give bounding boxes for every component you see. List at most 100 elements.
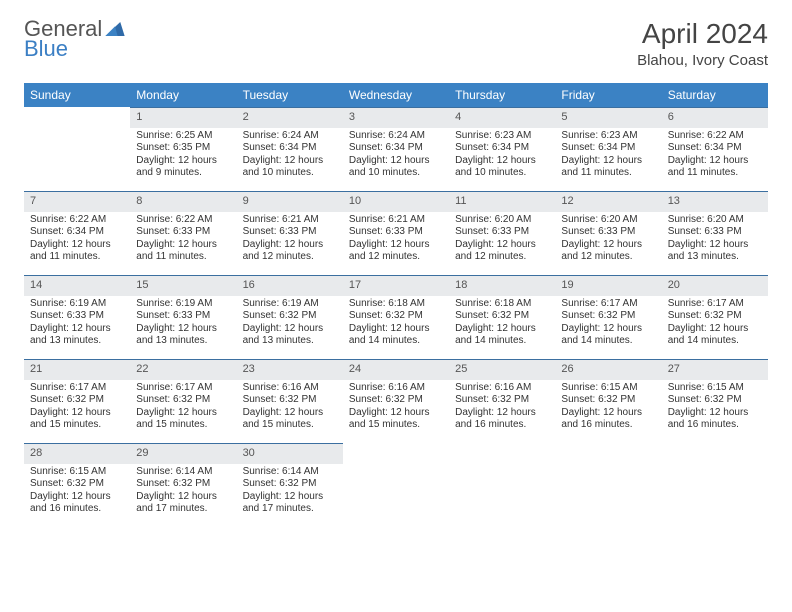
day-details: Sunrise: 6:22 AMSunset: 6:34 PMDaylight:… [24, 212, 130, 268]
calendar-day-cell: 29Sunrise: 6:14 AMSunset: 6:32 PMDayligh… [130, 443, 236, 527]
day-number: 14 [24, 275, 130, 296]
calendar-day-cell: 22Sunrise: 6:17 AMSunset: 6:32 PMDayligh… [130, 359, 236, 443]
day-details: Sunrise: 6:22 AMSunset: 6:33 PMDaylight:… [130, 212, 236, 268]
day-number: 25 [449, 359, 555, 380]
day-number: 21 [24, 359, 130, 380]
day-details: Sunrise: 6:19 AMSunset: 6:32 PMDaylight:… [237, 296, 343, 352]
day-details: Sunrise: 6:18 AMSunset: 6:32 PMDaylight:… [449, 296, 555, 352]
weekday-header: Tuesday [237, 83, 343, 107]
day-number: 22 [130, 359, 236, 380]
day-details: Sunrise: 6:17 AMSunset: 6:32 PMDaylight:… [130, 380, 236, 436]
calendar-day-cell: 11Sunrise: 6:20 AMSunset: 6:33 PMDayligh… [449, 191, 555, 275]
calendar-day-cell: 16Sunrise: 6:19 AMSunset: 6:32 PMDayligh… [237, 275, 343, 359]
calendar-week-row: 1Sunrise: 6:25 AMSunset: 6:35 PMDaylight… [24, 107, 768, 191]
calendar-day-cell: 3Sunrise: 6:24 AMSunset: 6:34 PMDaylight… [343, 107, 449, 191]
calendar-day-cell: 28Sunrise: 6:15 AMSunset: 6:32 PMDayligh… [24, 443, 130, 527]
calendar-day-cell: 6Sunrise: 6:22 AMSunset: 6:34 PMDaylight… [662, 107, 768, 191]
day-number: 11 [449, 191, 555, 212]
calendar-day-cell: 21Sunrise: 6:17 AMSunset: 6:32 PMDayligh… [24, 359, 130, 443]
calendar-day-cell: 5Sunrise: 6:23 AMSunset: 6:34 PMDaylight… [555, 107, 661, 191]
day-details: Sunrise: 6:25 AMSunset: 6:35 PMDaylight:… [130, 128, 236, 184]
calendar-week-row: 28Sunrise: 6:15 AMSunset: 6:32 PMDayligh… [24, 443, 768, 527]
calendar-day-cell [343, 443, 449, 527]
calendar-day-cell: 14Sunrise: 6:19 AMSunset: 6:33 PMDayligh… [24, 275, 130, 359]
day-details: Sunrise: 6:15 AMSunset: 6:32 PMDaylight:… [662, 380, 768, 436]
day-details: Sunrise: 6:23 AMSunset: 6:34 PMDaylight:… [555, 128, 661, 184]
calendar-day-cell: 19Sunrise: 6:17 AMSunset: 6:32 PMDayligh… [555, 275, 661, 359]
day-details: Sunrise: 6:21 AMSunset: 6:33 PMDaylight:… [343, 212, 449, 268]
weekday-header: Sunday [24, 83, 130, 107]
day-number: 27 [662, 359, 768, 380]
calendar-day-cell: 13Sunrise: 6:20 AMSunset: 6:33 PMDayligh… [662, 191, 768, 275]
day-details: Sunrise: 6:14 AMSunset: 6:32 PMDaylight:… [130, 464, 236, 520]
calendar-day-cell: 26Sunrise: 6:15 AMSunset: 6:32 PMDayligh… [555, 359, 661, 443]
calendar-day-cell: 24Sunrise: 6:16 AMSunset: 6:32 PMDayligh… [343, 359, 449, 443]
day-number: 4 [449, 107, 555, 128]
day-number: 26 [555, 359, 661, 380]
day-details: Sunrise: 6:16 AMSunset: 6:32 PMDaylight:… [237, 380, 343, 436]
weekday-header: Monday [130, 83, 236, 107]
calendar-day-cell: 8Sunrise: 6:22 AMSunset: 6:33 PMDaylight… [130, 191, 236, 275]
calendar-day-cell: 2Sunrise: 6:24 AMSunset: 6:34 PMDaylight… [237, 107, 343, 191]
day-number: 29 [130, 443, 236, 464]
day-details: Sunrise: 6:23 AMSunset: 6:34 PMDaylight:… [449, 128, 555, 184]
calendar-day-cell: 4Sunrise: 6:23 AMSunset: 6:34 PMDaylight… [449, 107, 555, 191]
day-number: 15 [130, 275, 236, 296]
title-block: April 2024 Blahou, Ivory Coast [637, 18, 768, 69]
day-details: Sunrise: 6:15 AMSunset: 6:32 PMDaylight:… [555, 380, 661, 436]
day-number: 9 [237, 191, 343, 212]
day-details: Sunrise: 6:20 AMSunset: 6:33 PMDaylight:… [449, 212, 555, 268]
calendar-day-cell [24, 107, 130, 191]
month-title: April 2024 [637, 18, 768, 50]
day-details: Sunrise: 6:16 AMSunset: 6:32 PMDaylight:… [449, 380, 555, 436]
logo: GeneralBlue [24, 18, 125, 60]
calendar-table: SundayMondayTuesdayWednesdayThursdayFrid… [24, 83, 768, 527]
calendar-day-cell: 17Sunrise: 6:18 AMSunset: 6:32 PMDayligh… [343, 275, 449, 359]
calendar-day-cell: 12Sunrise: 6:20 AMSunset: 6:33 PMDayligh… [555, 191, 661, 275]
day-number: 18 [449, 275, 555, 296]
day-number: 12 [555, 191, 661, 212]
day-number: 2 [237, 107, 343, 128]
day-number: 16 [237, 275, 343, 296]
calendar-day-cell: 20Sunrise: 6:17 AMSunset: 6:32 PMDayligh… [662, 275, 768, 359]
day-details: Sunrise: 6:20 AMSunset: 6:33 PMDaylight:… [555, 212, 661, 268]
day-number: 10 [343, 191, 449, 212]
day-details: Sunrise: 6:16 AMSunset: 6:32 PMDaylight:… [343, 380, 449, 436]
day-number: 8 [130, 191, 236, 212]
logo-triangle-icon [105, 18, 125, 40]
day-number: 17 [343, 275, 449, 296]
day-details: Sunrise: 6:17 AMSunset: 6:32 PMDaylight:… [555, 296, 661, 352]
day-details: Sunrise: 6:24 AMSunset: 6:34 PMDaylight:… [237, 128, 343, 184]
day-number: 19 [555, 275, 661, 296]
calendar-day-cell [662, 443, 768, 527]
weekday-header: Saturday [662, 83, 768, 107]
day-number: 1 [130, 107, 236, 128]
calendar-day-cell: 27Sunrise: 6:15 AMSunset: 6:32 PMDayligh… [662, 359, 768, 443]
day-number: 3 [343, 107, 449, 128]
calendar-day-cell: 10Sunrise: 6:21 AMSunset: 6:33 PMDayligh… [343, 191, 449, 275]
day-details: Sunrise: 6:22 AMSunset: 6:34 PMDaylight:… [662, 128, 768, 184]
day-number: 5 [555, 107, 661, 128]
calendar-day-cell: 9Sunrise: 6:21 AMSunset: 6:33 PMDaylight… [237, 191, 343, 275]
logo-text-blue: Blue [24, 38, 125, 60]
calendar-day-cell: 23Sunrise: 6:16 AMSunset: 6:32 PMDayligh… [237, 359, 343, 443]
calendar-day-cell: 1Sunrise: 6:25 AMSunset: 6:35 PMDaylight… [130, 107, 236, 191]
day-details: Sunrise: 6:15 AMSunset: 6:32 PMDaylight:… [24, 464, 130, 520]
weekday-header: Wednesday [343, 83, 449, 107]
weekday-header: Thursday [449, 83, 555, 107]
day-number: 30 [237, 443, 343, 464]
calendar-day-cell: 25Sunrise: 6:16 AMSunset: 6:32 PMDayligh… [449, 359, 555, 443]
day-number: 28 [24, 443, 130, 464]
day-number: 23 [237, 359, 343, 380]
day-details: Sunrise: 6:24 AMSunset: 6:34 PMDaylight:… [343, 128, 449, 184]
calendar-day-cell [449, 443, 555, 527]
header: GeneralBlue April 2024 Blahou, Ivory Coa… [24, 18, 768, 69]
calendar-day-cell: 15Sunrise: 6:19 AMSunset: 6:33 PMDayligh… [130, 275, 236, 359]
calendar-body: 1Sunrise: 6:25 AMSunset: 6:35 PMDaylight… [24, 107, 768, 527]
day-details: Sunrise: 6:19 AMSunset: 6:33 PMDaylight:… [130, 296, 236, 352]
day-details: Sunrise: 6:18 AMSunset: 6:32 PMDaylight:… [343, 296, 449, 352]
day-details: Sunrise: 6:14 AMSunset: 6:32 PMDaylight:… [237, 464, 343, 520]
day-number: 6 [662, 107, 768, 128]
day-details: Sunrise: 6:21 AMSunset: 6:33 PMDaylight:… [237, 212, 343, 268]
day-details: Sunrise: 6:17 AMSunset: 6:32 PMDaylight:… [662, 296, 768, 352]
